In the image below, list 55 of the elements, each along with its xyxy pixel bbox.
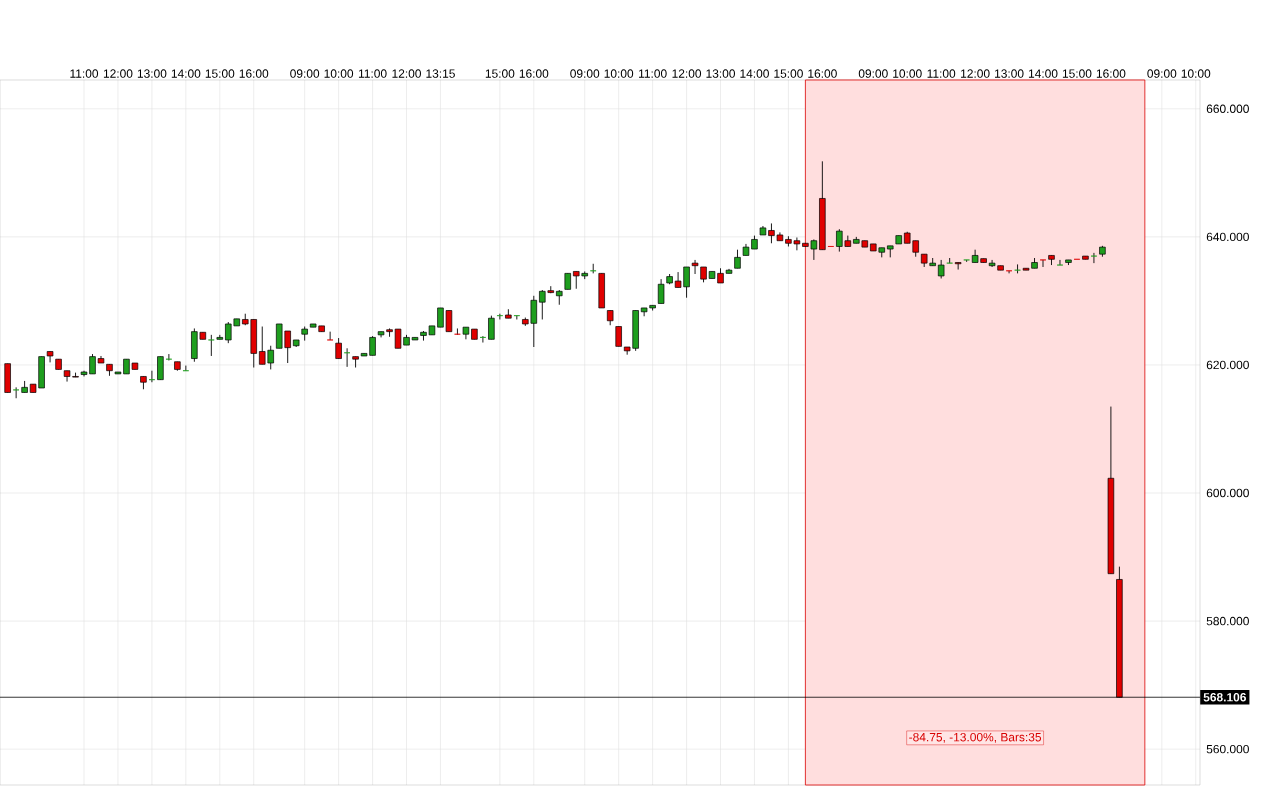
candlestick <box>488 315 495 340</box>
ref-line-label: 568.106 <box>1203 693 1246 702</box>
candlestick <box>157 356 164 381</box>
x-tick-label: 11:00 <box>70 69 99 78</box>
y-tick-label: 620.000 <box>1206 360 1249 370</box>
x-tick-label: 13:00 <box>995 69 1024 78</box>
x-tick-label: 13:15 <box>426 69 455 78</box>
candlestick <box>208 334 215 357</box>
candlestick <box>12 386 20 399</box>
x-tick-label: 16:00 <box>519 69 549 78</box>
x-tick-label: 13:00 <box>137 69 167 78</box>
x-tick-label: 15:00 <box>485 69 515 78</box>
x-tick-label: 15:00 <box>205 69 235 78</box>
candlestick <box>1039 259 1047 268</box>
x-tick-label: 10:00 <box>893 69 922 78</box>
x-tick-label: 09:00 <box>290 69 320 78</box>
x-tick-label: 12:00 <box>103 69 133 78</box>
x-tick-label: 14:00 <box>1028 69 1058 78</box>
x-tick-label: 16:00 <box>1096 69 1126 78</box>
candlestick <box>937 259 945 279</box>
annotation: -84.75, -13.00%, Bars:35 <box>909 732 1042 743</box>
x-tick-label: 12:00 <box>961 69 990 78</box>
candlestick <box>326 331 334 341</box>
x-tick-label: 10:00 <box>324 69 354 78</box>
x-tick-label: 16:00 <box>808 69 837 78</box>
x-tick-label: 15:00 <box>774 69 803 78</box>
candlestick <box>615 326 622 347</box>
x-tick-label: 09:00 <box>858 69 888 78</box>
x-tick-label: 10:00 <box>604 69 634 78</box>
y-tick-label: 580.000 <box>1206 616 1249 626</box>
y-tick-label: 660.000 <box>1206 104 1249 114</box>
x-tick-label: 11:00 <box>927 69 956 78</box>
y-tick-label: 600.000 <box>1206 488 1249 498</box>
y-tick-label: 640.000 <box>1206 232 1249 242</box>
x-tick-label: 15:00 <box>1062 69 1092 78</box>
x-tick-label: 09:00 <box>1147 69 1177 78</box>
candlestick <box>1090 252 1098 264</box>
x-tick-label: 10:00 <box>1181 69 1211 78</box>
x-tick-label: 11:00 <box>358 69 387 78</box>
candlestick <box>1056 259 1064 266</box>
x-tick-label: 14:00 <box>740 69 769 78</box>
y-tick-label: 560.000 <box>1206 744 1249 754</box>
x-tick-label: 14:00 <box>171 69 201 78</box>
candlestick <box>46 351 54 363</box>
candlestick <box>954 262 962 270</box>
candlestick <box>657 278 665 304</box>
x-tick-label: 11:00 <box>639 69 667 78</box>
x-tick-label: 13:00 <box>706 69 736 78</box>
x-tick-label: 09:00 <box>570 69 600 78</box>
candlestick <box>734 249 741 269</box>
x-tick-label: 12:00 <box>672 69 702 78</box>
candlestick <box>335 337 342 359</box>
x-tick-label: 12:00 <box>392 69 421 78</box>
candlestick <box>691 259 699 275</box>
x-tick-label: 16:00 <box>239 69 269 78</box>
